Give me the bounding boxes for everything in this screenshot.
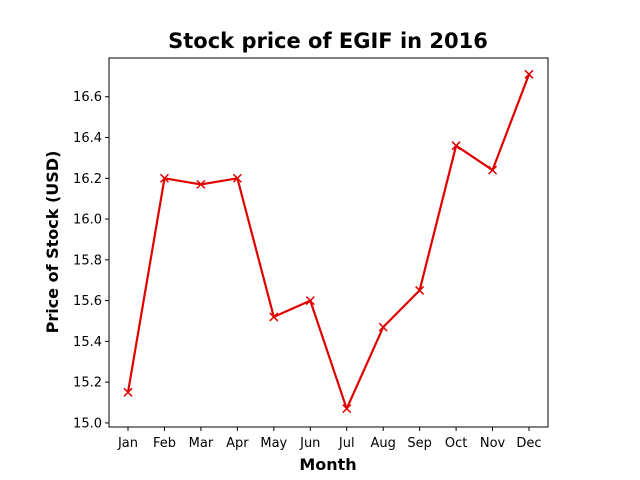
data-point-marker xyxy=(196,179,206,189)
data-point-marker xyxy=(269,312,279,322)
x-axis: Jan Feb Mar Apr May Jun Jul Aug Sep Oct Nov Dec xyxy=(117,427,542,451)
y-tick-label: 16.4 xyxy=(73,131,102,146)
data-point-marker xyxy=(123,387,133,397)
x-tick-label: Apr xyxy=(226,436,249,451)
data-point-marker xyxy=(378,322,388,332)
data-point-marker xyxy=(342,404,352,414)
x-tick-label: Mar xyxy=(189,436,214,451)
x-tick-label: Feb xyxy=(153,436,176,451)
series-group xyxy=(123,69,534,414)
x-tick-label: Jan xyxy=(117,436,138,451)
y-tick-label: 15.2 xyxy=(73,376,102,391)
y-tick-label: 16.2 xyxy=(73,172,102,187)
data-point-marker xyxy=(232,173,242,183)
y-tick-label: 16.6 xyxy=(73,90,102,105)
y-tick-label: 15.8 xyxy=(73,253,102,268)
data-point-marker xyxy=(305,296,315,306)
x-tick-label: Sep xyxy=(407,436,432,451)
y-axis-label: Price of Stock (USD) xyxy=(43,151,62,334)
x-tick-label: Dec xyxy=(516,436,541,451)
x-tick-label: Jun xyxy=(299,436,320,451)
x-tick-label: Oct xyxy=(445,436,467,451)
y-tick-label: 16.0 xyxy=(73,213,102,228)
data-point-marker xyxy=(488,165,498,175)
chart-title: Stock price of EGIF in 2016 xyxy=(168,29,488,53)
x-axis-label: Month xyxy=(299,455,356,474)
data-point-marker xyxy=(415,285,425,295)
y-axis: 15.0 15.2 15.4 15.6 15.8 16.0 16.2 16.4 16.6 xyxy=(73,90,109,431)
x-tick-label: May xyxy=(260,436,287,451)
y-tick-label: 15.0 xyxy=(73,416,102,431)
data-point-marker xyxy=(451,141,461,151)
series-line xyxy=(126,73,531,410)
y-tick-label: 15.6 xyxy=(73,294,102,309)
y-tick-label: 15.4 xyxy=(73,335,102,350)
data-point-marker xyxy=(159,173,169,183)
x-tick-label: Jul xyxy=(338,436,355,451)
x-tick-label: Aug xyxy=(370,436,395,451)
x-tick-label: Nov xyxy=(480,436,506,451)
data-point-marker xyxy=(524,69,534,79)
plot-area-frame xyxy=(108,57,549,428)
